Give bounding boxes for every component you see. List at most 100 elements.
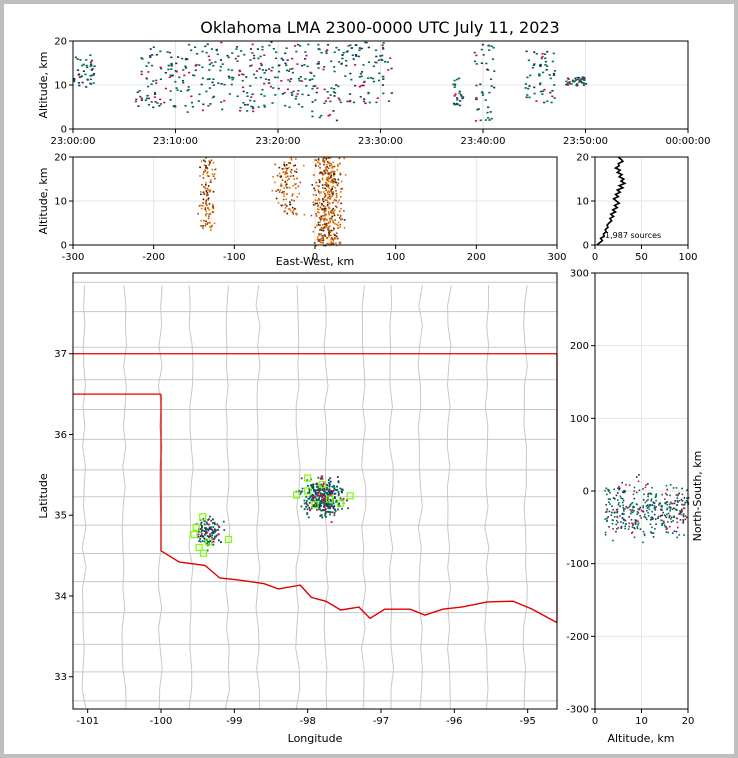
time-height-source: [249, 48, 253, 50]
north-south-source: [635, 523, 637, 525]
east-west-source: [319, 163, 321, 165]
map-source: [320, 509, 323, 512]
time-height-source: [326, 90, 329, 93]
north-south-source: [682, 513, 685, 515]
time-height-source: [207, 55, 210, 58]
north-south-source: [617, 504, 620, 506]
east-west-source: [277, 189, 279, 191]
north-south-source: [643, 533, 646, 535]
north-south-ytick-label: -200: [566, 632, 589, 643]
time-height-source: [163, 101, 166, 104]
north-south-ytick-label: 200: [570, 341, 589, 352]
east-west-source: [274, 181, 276, 184]
north-south-source: [665, 484, 668, 487]
time-height-source: [544, 57, 547, 60]
north-south-source: [606, 519, 608, 522]
north-south-source: [647, 493, 649, 496]
east-west-source: [331, 178, 333, 181]
east-west-source: [294, 183, 296, 186]
time-height-source: [282, 59, 285, 61]
east-west-source: [315, 244, 318, 247]
east-west-source: [318, 192, 321, 195]
east-west-source: [283, 195, 285, 198]
north-south-source: [653, 507, 656, 510]
map-source: [212, 538, 215, 541]
east-west-source: [323, 160, 326, 163]
time-height-source: [179, 90, 183, 92]
north-south-source: [644, 486, 647, 489]
north-south-source: [604, 531, 607, 534]
county-line: [360, 285, 367, 710]
map-source: [199, 527, 202, 530]
east-west-source: [324, 226, 327, 228]
map-source: [212, 530, 214, 533]
time-height-source: [308, 79, 312, 81]
north-south-source: [667, 512, 670, 515]
east-west-source: [289, 162, 292, 165]
east-west-source: [325, 181, 327, 184]
map-source: [199, 538, 202, 540]
east-west-source: [330, 211, 332, 213]
time-height-source: [190, 95, 193, 98]
time-height-source: [205, 90, 208, 93]
time-height-source: [275, 51, 278, 54]
east-west-source: [333, 170, 336, 173]
map-source: [223, 529, 226, 532]
east-west-source: [330, 189, 333, 192]
map-source: [325, 498, 327, 501]
east-west-source: [203, 185, 205, 188]
north-south-source: [682, 522, 684, 524]
east-west-source: [319, 217, 322, 219]
north-south-source: [671, 532, 674, 534]
north-south-source: [674, 500, 676, 502]
north-south-source: [620, 521, 622, 523]
north-south-source: [678, 492, 681, 495]
time-height-source: [251, 106, 254, 108]
east-west-source: [212, 211, 215, 213]
map-source: [318, 508, 321, 510]
east-west-source: [209, 212, 212, 215]
time-height-source: [351, 54, 354, 56]
east-west-source: [202, 202, 204, 204]
east-west-source: [317, 224, 320, 226]
time-height-source: [215, 48, 218, 51]
county-line: [389, 285, 395, 709]
east-west-source: [206, 187, 209, 190]
north-south-xtick-label: 20: [682, 716, 695, 727]
east-west-source: [337, 227, 340, 229]
time-height-source: [146, 94, 149, 97]
north-south-source: [651, 510, 653, 513]
time-height-source: [326, 43, 330, 46]
time-height-source: [270, 41, 273, 43]
east-west-source: [330, 188, 332, 191]
east-west-source: [324, 206, 327, 208]
time-height-source: [149, 48, 152, 50]
time-height-source: [480, 48, 483, 51]
time-height-source: [261, 69, 265, 71]
east-west-source: [290, 157, 293, 160]
map-source: [314, 489, 317, 492]
east-west-source: [329, 196, 332, 198]
east-west-source: [317, 239, 319, 241]
time-height-source: [241, 86, 245, 89]
map-ytick-label: 33: [54, 672, 67, 683]
east-west-source: [318, 199, 321, 201]
north-south-source: [676, 521, 679, 524]
time-height-source: [278, 64, 281, 67]
map-source: [197, 535, 200, 538]
time-height-source: [153, 91, 156, 94]
time-height-source: [482, 54, 485, 56]
east-west-source: [330, 238, 333, 240]
north-south-source: [682, 504, 685, 506]
east-west-source: [276, 174, 279, 177]
east-west-source: [333, 228, 335, 231]
time-height-source: [216, 53, 219, 56]
east-west-source: [282, 167, 285, 170]
east-west-source: [205, 166, 208, 169]
time-height-source: [567, 78, 570, 80]
east-west-source: [329, 173, 332, 175]
map-source: [333, 493, 336, 495]
map-source: [306, 513, 309, 516]
time-height-source: [578, 81, 581, 83]
time-height-source: [168, 51, 172, 54]
